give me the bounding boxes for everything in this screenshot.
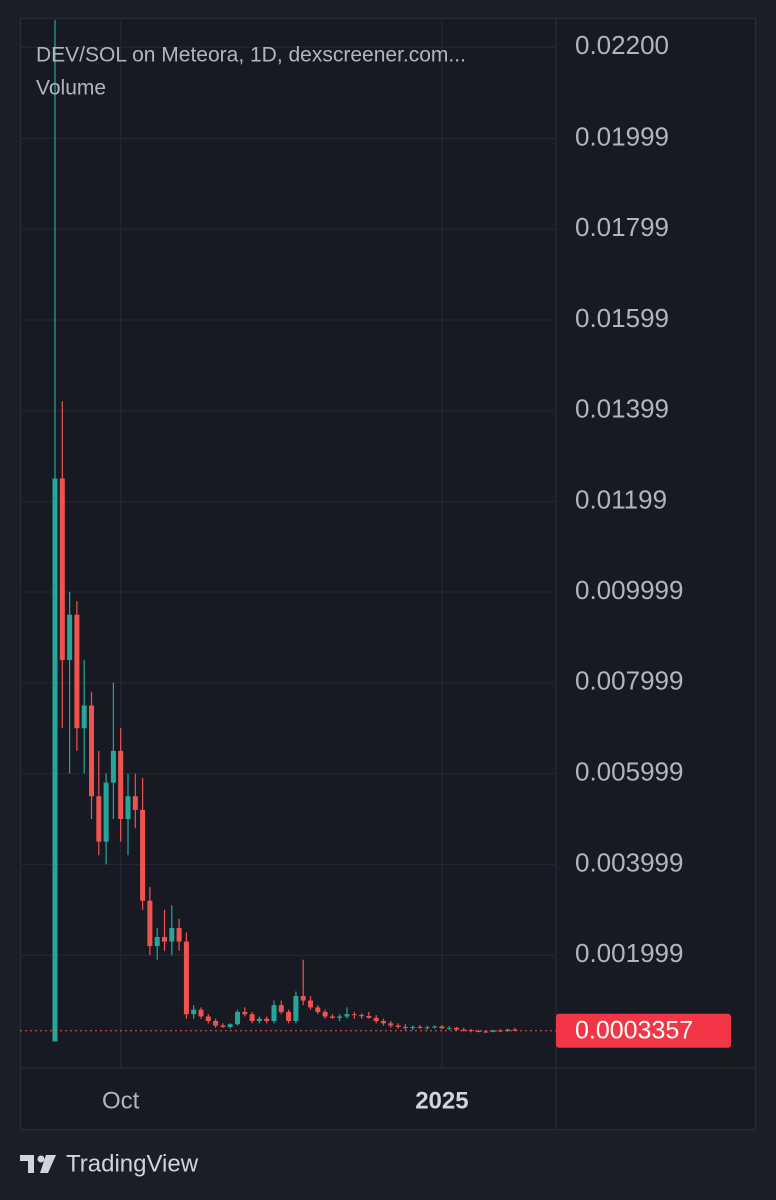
candle-body <box>388 1023 394 1026</box>
candle-body <box>432 1026 438 1028</box>
chart-frame <box>20 18 756 1130</box>
candle-body <box>235 1011 240 1025</box>
candle-body <box>300 996 306 1001</box>
candle-body <box>439 1026 445 1029</box>
candle-body <box>315 1007 321 1012</box>
candle-body <box>395 1025 401 1027</box>
candle-body <box>52 478 58 1042</box>
candle-body <box>198 1009 204 1017</box>
y-tick-label: 0.009999 <box>575 575 683 605</box>
candle-body <box>169 927 175 942</box>
tradingview-logo <box>20 1155 56 1173</box>
candle-body <box>110 750 116 783</box>
candle-body <box>140 809 146 901</box>
logo-shape <box>37 1155 45 1163</box>
chart-title: DEV/SOL on Meteora, 1D, dexscreener.com.… <box>36 44 466 67</box>
candle-body <box>308 1000 313 1008</box>
candle-body <box>89 705 94 797</box>
candle-body <box>344 1014 350 1017</box>
last-price-box <box>556 1013 731 1048</box>
candle-body <box>505 1029 511 1031</box>
candle-body <box>446 1027 452 1029</box>
candle-body <box>264 1018 270 1022</box>
y-tick-label: 0.01599 <box>575 303 669 333</box>
candle-body <box>271 1005 277 1022</box>
candle-body <box>381 1021 386 1024</box>
logo-shape <box>20 1155 34 1173</box>
grid <box>20 18 556 1068</box>
candle-body <box>417 1026 423 1028</box>
candle-body <box>373 1017 379 1022</box>
y-tick-label: 0.003999 <box>575 847 683 877</box>
candle-body <box>322 1011 328 1017</box>
candle-body <box>213 1021 219 1026</box>
candle-body <box>329 1016 335 1018</box>
x-tick-label: Oct <box>102 1087 140 1114</box>
candle-body <box>337 1016 343 1018</box>
candle-body <box>461 1029 467 1031</box>
candle-body <box>410 1026 416 1028</box>
candle-body <box>191 1009 197 1015</box>
candle-body <box>103 782 109 842</box>
y-tick-label: 0.02200 <box>575 30 669 60</box>
candle-body <box>351 1014 357 1016</box>
candle-body <box>490 1030 496 1032</box>
candle-body <box>286 1011 292 1022</box>
candle-body <box>256 1018 262 1022</box>
candle-body <box>183 941 189 1015</box>
candle-body <box>424 1027 430 1029</box>
candle-body <box>147 900 153 947</box>
y-tick-label: 0.01799 <box>575 212 669 242</box>
candle-body <box>74 614 80 729</box>
candle-body <box>475 1030 481 1032</box>
brand: TradingView <box>66 1150 199 1177</box>
candle-body <box>359 1015 365 1017</box>
candle-body <box>220 1025 226 1027</box>
candles <box>52 19 518 1042</box>
candle-body <box>162 937 167 942</box>
candle-body <box>118 750 124 819</box>
candle-body <box>293 996 299 1022</box>
candle-body <box>81 705 87 729</box>
candle-body <box>483 1031 489 1033</box>
last-price-label: 0.0003357 <box>575 1016 693 1044</box>
candle-body <box>132 796 138 810</box>
volume-label: Volume <box>36 77 106 100</box>
y-tick-label: 0.007999 <box>575 666 683 696</box>
logo-shape <box>40 1155 56 1173</box>
y-tick-label: 0.01999 <box>575 121 669 151</box>
y-tick-label: 0.001999 <box>575 938 683 968</box>
y-tick-label: 0.01399 <box>575 394 669 424</box>
candle-body <box>249 1014 255 1022</box>
candle-body <box>59 478 65 661</box>
candle-body <box>402 1026 408 1028</box>
y-tick-label: 0.005999 <box>575 757 683 787</box>
candle-body <box>366 1016 372 1018</box>
candle-body <box>454 1027 459 1030</box>
x-tick-label: 2025 <box>415 1087 468 1114</box>
candle-body <box>278 1005 284 1012</box>
candle-body <box>227 1024 233 1027</box>
y-tick-label: 0.01199 <box>575 485 667 515</box>
candle-body <box>67 614 73 661</box>
candle-body <box>154 937 160 947</box>
candle-body <box>242 1011 248 1015</box>
candle-body <box>512 1029 518 1031</box>
candle-body <box>176 927 182 942</box>
candle-body <box>125 796 131 819</box>
candle-body <box>205 1016 211 1022</box>
candle-body <box>96 796 102 842</box>
